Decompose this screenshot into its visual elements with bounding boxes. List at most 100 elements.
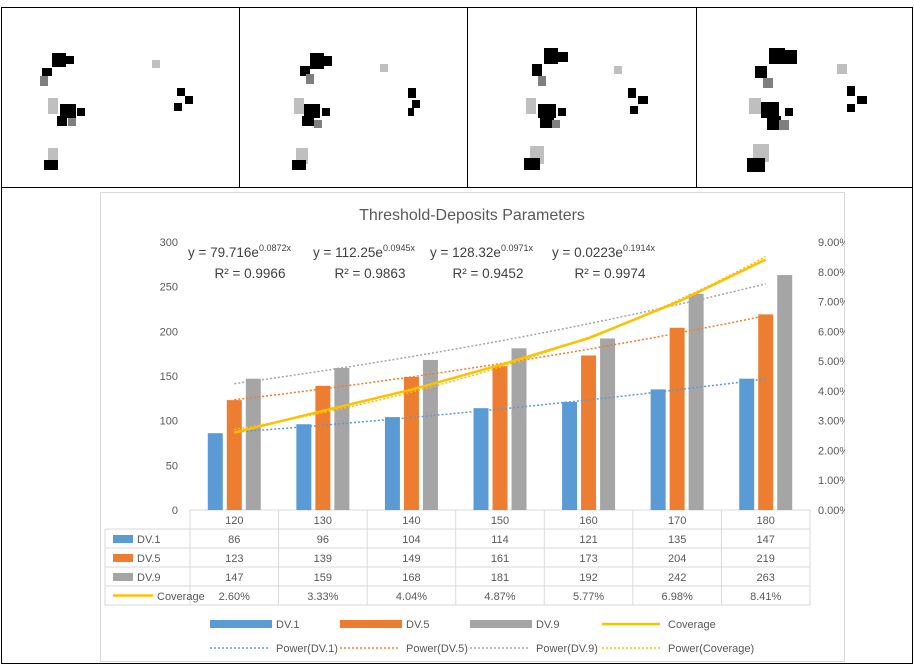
table-cell: 219 [757,553,775,565]
bar-dv1 [384,417,400,510]
threshold-deposits-chart: Threshold-Deposits Parameters y = 79.716… [100,192,845,662]
legend-label: Power(DV.1) [276,643,338,655]
cluster-cell [769,48,785,64]
table-series-name: Coverage [157,591,205,603]
cluster-cell [66,56,74,64]
cluster-cell [408,88,416,98]
cluster-cell [785,108,793,116]
cluster-cell [44,160,58,170]
cluster-cell [48,98,58,114]
table-legend-key [113,573,133,581]
cluster-cell [48,148,58,166]
bar-dv5 [492,366,508,510]
cluster-cell [755,66,767,78]
trendline-powerdv1 [234,378,766,434]
table-cell: 96 [317,534,329,546]
bar-dv1 [296,424,312,510]
cluster-cell [40,76,48,86]
table-cell: 147 [757,534,775,546]
cluster-cell [847,86,855,96]
table-cell: 4.87% [484,591,515,603]
cluster-cell [302,116,314,126]
cluster-cell [767,116,781,130]
trendline-powerdv9 [234,283,766,385]
table-cell: 168 [402,572,420,584]
cluster-cell [837,64,847,74]
cluster-cell [558,108,566,116]
thumbnail-3 [468,8,697,187]
category-label: 130 [314,515,332,527]
bar-dv1 [562,401,578,510]
table-cell: 5.77% [573,591,604,603]
cluster-cell [314,120,322,128]
table-cell: 3.33% [307,591,338,603]
right-axis-tick-label: 0.00% [818,505,845,517]
cluster-cell [538,76,546,86]
bar-dv5 [758,314,774,510]
thumbnail-row [2,8,912,187]
cluster-cell [292,160,306,170]
bar-dv5 [581,355,597,510]
trendline-equation: y = 128.32e0.0971x [430,243,533,260]
chart-title: Threshold-Deposits Parameters [359,207,585,224]
cluster-cell [304,104,320,118]
bar-dv1 [473,408,489,510]
bar-dv9 [245,378,261,510]
cluster-cell [540,116,554,128]
trendline-equation: y = 0.0223e0.1914x [552,243,655,260]
table-cell: 86 [228,534,240,546]
cluster-cell [524,158,540,170]
trendline-r-squared: R² = 0.9974 [575,266,646,281]
cluster-cell [638,96,648,104]
bar-dv9 [334,367,350,510]
table-cell: 204 [668,553,686,565]
cluster-cell [174,103,182,111]
trendline-powercoverage [234,255,767,431]
table-cell: 263 [757,572,775,584]
bar-dv5 [403,376,419,510]
table-cell: 173 [579,553,597,565]
right-axis-tick-label: 5.00% [818,356,845,368]
left-axis-tick-label: 150 [160,371,178,383]
cluster-cell [779,120,789,130]
table-cell: 135 [668,534,686,546]
cluster-cell [177,88,185,96]
cluster-cell [749,98,761,114]
bar-dv9 [600,338,616,510]
table-cell: 161 [491,553,509,565]
bar-dv5 [669,327,685,510]
cluster-cell [412,100,420,108]
figure-frame [1,7,913,664]
cluster-cell [324,56,332,66]
trendline-equation: y = 112.25e0.0945x [313,243,415,260]
cluster-cell [68,118,76,126]
legend-label: Power(DV.5) [406,643,468,655]
right-axis-tick-label: 1.00% [818,475,845,487]
thumbnail-1 [2,8,240,187]
left-axis-tick-label: 300 [160,237,178,249]
table-cell: 114 [491,534,509,546]
trendline-r-squared: R² = 0.9966 [215,266,286,281]
cluster-cell [322,108,330,116]
cluster-cell [77,108,85,116]
bar-dv5 [226,400,242,510]
chart-area-border [100,192,845,662]
legend-key [340,620,402,628]
legend-label: Power(DV.9) [536,643,598,655]
table-cell: 242 [668,572,686,584]
category-label: 150 [491,515,509,527]
cluster-cell [532,64,542,76]
cluster-cell [185,96,193,104]
cluster-cell [57,116,67,126]
table-cell: 4.04% [396,591,427,603]
trendline-r-squared: R² = 0.9863 [335,266,406,281]
legend-key [210,620,272,628]
table-cell: 104 [402,534,420,546]
right-axis-tick-label: 7.00% [818,297,845,309]
cluster-cell [544,48,558,64]
trendline-equation: y = 79.716e0.0872x [188,243,291,260]
cluster-cell [785,50,797,64]
left-axis-tick-label: 200 [160,326,178,338]
cluster-cell [306,74,314,84]
table-series-name: DV.1 [137,534,160,546]
